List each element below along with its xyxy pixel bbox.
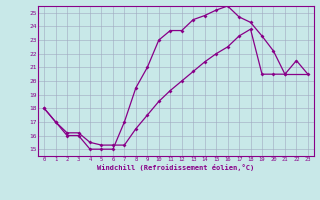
X-axis label: Windchill (Refroidissement éolien,°C): Windchill (Refroidissement éolien,°C) (97, 164, 255, 171)
